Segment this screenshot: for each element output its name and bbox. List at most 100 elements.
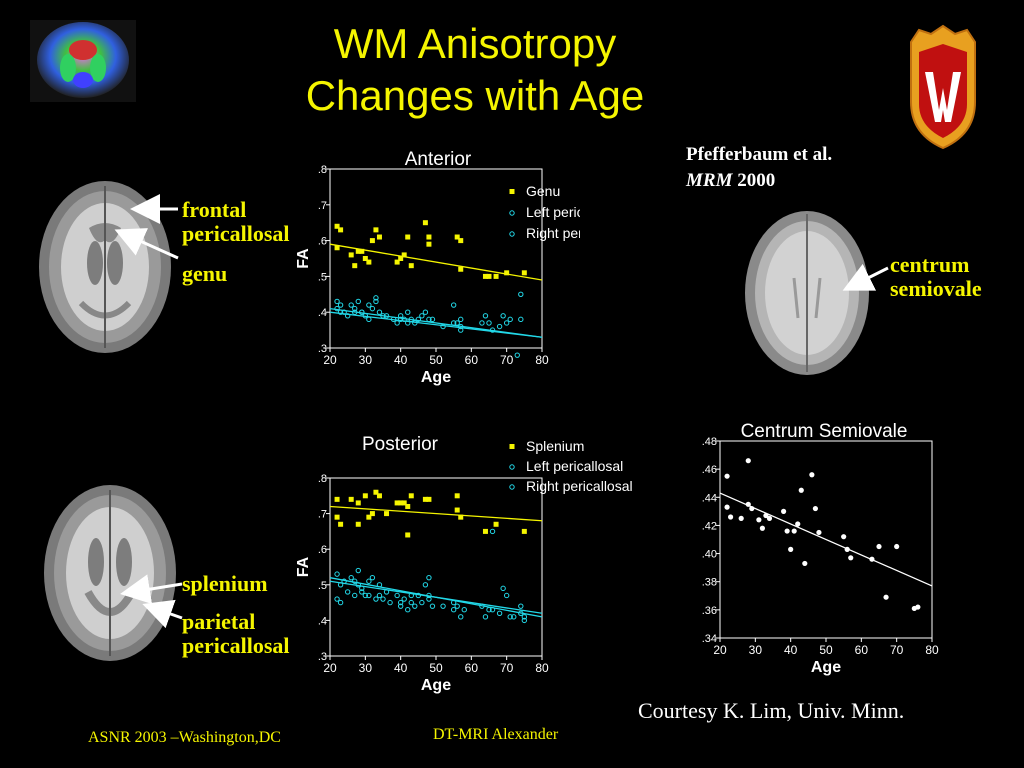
data-point bbox=[366, 259, 372, 265]
trend-line bbox=[329, 580, 543, 614]
data-point bbox=[461, 607, 467, 613]
data-point bbox=[458, 266, 464, 272]
legend-label: Genu bbox=[526, 183, 560, 199]
data-point bbox=[454, 234, 460, 240]
data-point bbox=[745, 458, 751, 464]
data-point bbox=[791, 528, 797, 534]
data-point bbox=[493, 521, 499, 527]
data-point bbox=[369, 511, 375, 517]
plot-area bbox=[329, 477, 543, 657]
data-point bbox=[369, 574, 376, 581]
data-point bbox=[405, 309, 411, 315]
data-point bbox=[883, 594, 889, 600]
slide-title: WM Anisotropy Changes with Age bbox=[240, 18, 710, 122]
data-point bbox=[422, 220, 428, 226]
label-pericallosal: pericallosal bbox=[182, 221, 290, 246]
data-point bbox=[405, 532, 411, 538]
data-point bbox=[496, 610, 503, 616]
y-tick-label: .36 bbox=[702, 605, 717, 617]
y-tick-label: .4 bbox=[318, 615, 327, 627]
data-point bbox=[348, 302, 354, 308]
data-point bbox=[507, 316, 513, 323]
data-point bbox=[394, 500, 400, 506]
data-point bbox=[401, 252, 407, 258]
data-point bbox=[426, 574, 432, 581]
y-axis-label: FA bbox=[295, 248, 312, 269]
y-tick-label: .48 bbox=[702, 436, 717, 448]
data-point bbox=[763, 512, 769, 519]
data-point bbox=[405, 234, 411, 240]
data-point bbox=[507, 614, 513, 620]
data-point bbox=[344, 313, 351, 319]
data-point bbox=[816, 529, 822, 536]
label-genu: genu bbox=[182, 261, 228, 286]
data-point bbox=[728, 514, 734, 520]
data-point bbox=[373, 298, 379, 305]
data-point bbox=[844, 546, 850, 552]
data-point bbox=[450, 607, 457, 613]
data-point bbox=[458, 316, 464, 323]
data-point bbox=[482, 273, 488, 279]
y-tick-label: .42 bbox=[702, 520, 717, 532]
data-point bbox=[479, 603, 485, 609]
data-point bbox=[521, 617, 528, 624]
x-tick-label: 60 bbox=[855, 643, 869, 657]
data-point bbox=[384, 511, 390, 517]
x-tick-label: 20 bbox=[323, 353, 337, 367]
data-point bbox=[426, 496, 432, 502]
data-point bbox=[366, 592, 372, 599]
data-point bbox=[429, 603, 436, 609]
chart-title: Centrum Semiovale bbox=[741, 421, 908, 442]
data-point bbox=[373, 295, 379, 301]
legend-label: Right pericallosal bbox=[526, 478, 633, 494]
x-tick-label: 50 bbox=[429, 353, 443, 367]
data-point bbox=[738, 515, 744, 521]
data-point bbox=[482, 313, 489, 319]
data-point bbox=[352, 592, 358, 599]
data-point bbox=[745, 501, 751, 507]
data-point bbox=[394, 592, 400, 599]
y-tick-label: .4 bbox=[318, 307, 327, 319]
data-point bbox=[724, 473, 730, 479]
legend-label: Right pericallosal bbox=[526, 225, 580, 241]
legend-marker bbox=[509, 444, 515, 449]
data-point bbox=[781, 508, 787, 514]
data-point bbox=[450, 302, 457, 308]
data-point bbox=[521, 270, 527, 276]
data-point bbox=[398, 256, 404, 261]
data-point bbox=[405, 503, 411, 509]
x-tick-label: 40 bbox=[784, 643, 798, 657]
legend-marker bbox=[509, 484, 515, 490]
label-splenium: splenium bbox=[182, 571, 268, 596]
x-tick-label: 80 bbox=[535, 661, 549, 675]
data-point bbox=[355, 521, 361, 527]
x-tick-label: 50 bbox=[819, 643, 833, 657]
data-point bbox=[426, 234, 432, 240]
y-tick-label: .5 bbox=[318, 271, 327, 283]
data-point bbox=[724, 504, 730, 510]
label-frontal-pericallosal: frontal pericallosal bbox=[182, 198, 290, 246]
data-point bbox=[841, 534, 847, 540]
legend-label: Left pericallosal bbox=[526, 458, 623, 474]
legend-label: Splenium bbox=[526, 438, 584, 454]
data-point bbox=[338, 521, 344, 527]
data-point bbox=[334, 305, 340, 312]
y-tick-label: .34 bbox=[702, 633, 717, 645]
y-tick-label: .6 bbox=[318, 236, 327, 248]
x-tick-label: 70 bbox=[500, 353, 514, 367]
data-point bbox=[337, 302, 344, 308]
chart-anterior: Anterior 20 30 40 50 60 70 80 .3 .4 .5 .6 .7 .8 Age FA G… bbox=[295, 149, 580, 386]
data-point bbox=[394, 259, 400, 265]
data-point bbox=[440, 603, 446, 609]
y-tick-label: .38 bbox=[702, 577, 717, 589]
data-point bbox=[355, 248, 361, 254]
title-line-2: Changes with Age bbox=[305, 72, 645, 119]
x-tick-label: 70 bbox=[890, 643, 904, 657]
data-point bbox=[359, 589, 365, 595]
data-point bbox=[401, 500, 407, 506]
label-pericallosal-2: pericallosal bbox=[182, 633, 290, 658]
data-point bbox=[500, 585, 506, 592]
data-point bbox=[440, 323, 446, 330]
data-point bbox=[334, 596, 340, 602]
